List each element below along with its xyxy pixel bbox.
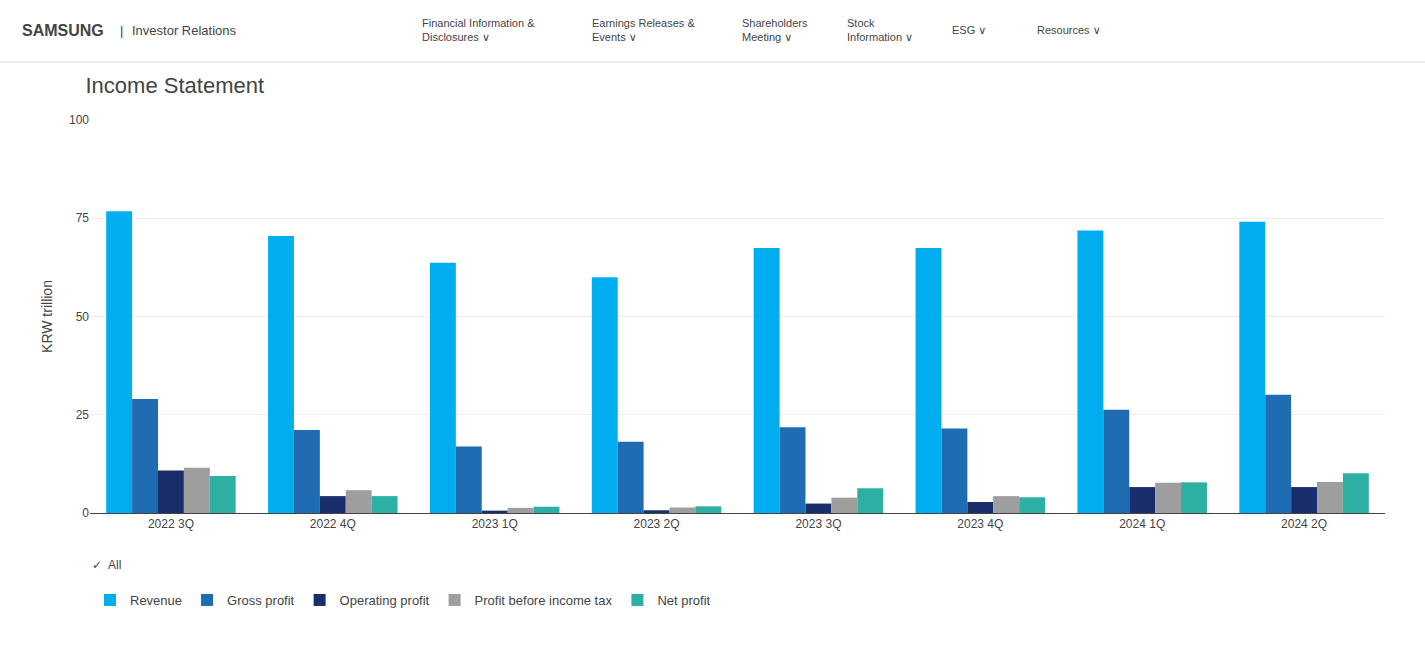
svg-text:Investor Relations: Investor Relations (132, 23, 237, 38)
svg-text:2022 4Q: 2022 4Q (310, 517, 356, 531)
svg-text:2023 2Q: 2023 2Q (634, 517, 680, 531)
svg-text:2023 4Q: 2023 4Q (957, 517, 1003, 531)
svg-text:KRW trillion: KRW trillion (39, 280, 55, 353)
svg-text:|: | (120, 23, 123, 38)
svg-text:2023 3Q: 2023 3Q (795, 517, 841, 531)
svg-text:ShareholdersMeeting ∨: ShareholdersMeeting ∨ (742, 17, 808, 43)
svg-text:Gross profit: Gross profit (227, 593, 295, 608)
svg-text:Net profit: Net profit (657, 593, 710, 608)
svg-text:100: 100 (69, 113, 89, 127)
svg-text:Financial Information &Disclos: Financial Information &Disclosures ∨ (422, 17, 535, 43)
svg-text:2024 2Q: 2024 2Q (1281, 517, 1327, 531)
svg-text:75: 75 (76, 211, 90, 225)
svg-text:SAMSUNG: SAMSUNG (22, 22, 104, 39)
svg-text:ESG ∨: ESG ∨ (952, 24, 986, 36)
svg-text:0: 0 (82, 506, 89, 520)
svg-text:2023 1Q: 2023 1Q (472, 517, 518, 531)
svg-text:Profit before income tax: Profit before income tax (475, 593, 613, 608)
svg-text:Earnings Releases &Events ∨: Earnings Releases &Events ∨ (592, 17, 695, 43)
svg-text:50: 50 (76, 310, 90, 324)
svg-text:Income Statement: Income Statement (86, 73, 265, 98)
svg-text:Revenue: Revenue (130, 593, 182, 608)
svg-text:StockInformation ∨: StockInformation ∨ (847, 17, 913, 43)
svg-text:✓ All: ✓ All (92, 558, 121, 572)
svg-text:Resources ∨: Resources ∨ (1037, 24, 1101, 36)
svg-text:2024 1Q: 2024 1Q (1119, 517, 1165, 531)
svg-text:2022 3Q: 2022 3Q (148, 517, 194, 531)
svg-text:25: 25 (76, 408, 90, 422)
svg-text:Operating profit: Operating profit (340, 593, 430, 608)
